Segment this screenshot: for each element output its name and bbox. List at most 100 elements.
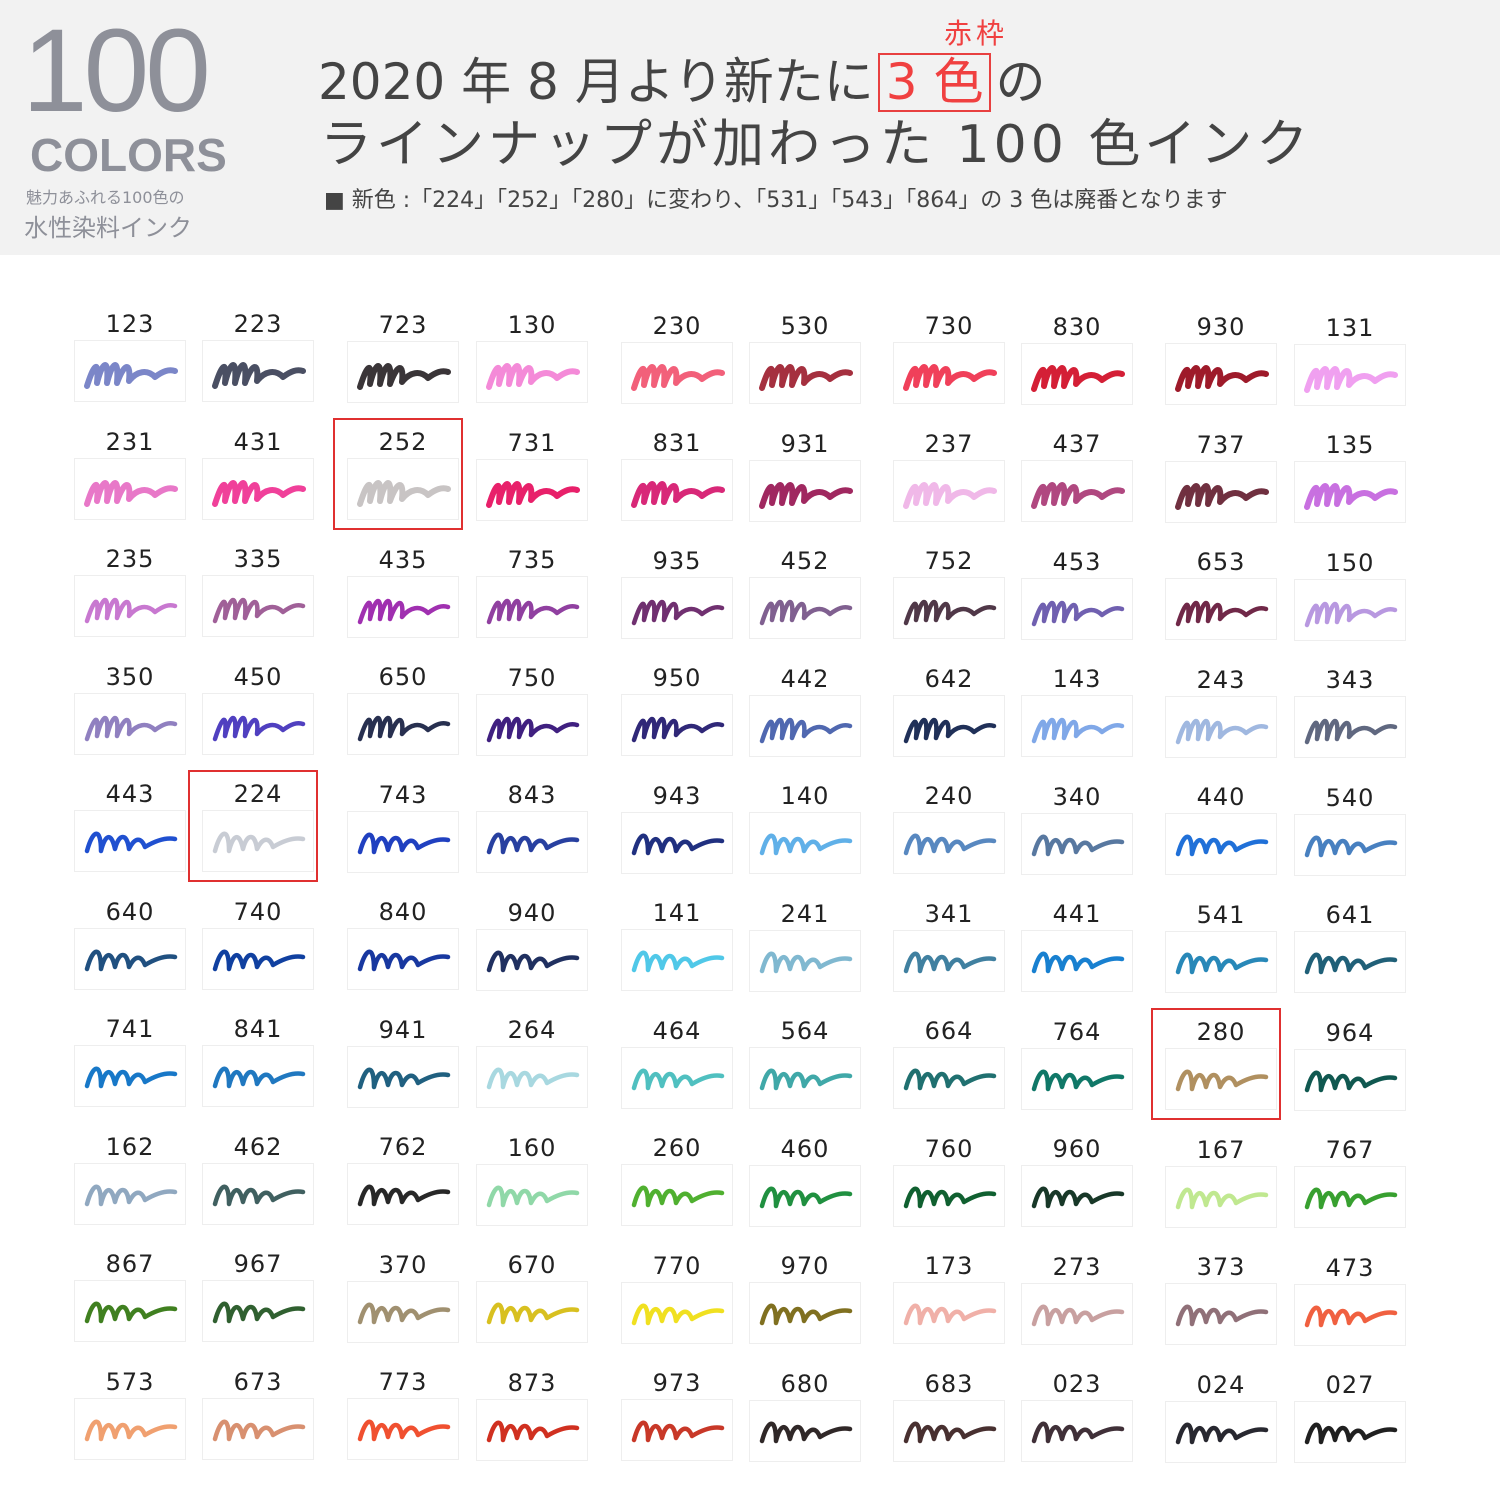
ink-sample (1021, 1165, 1133, 1228)
swatch-435: 435 (345, 546, 461, 646)
ink-sample (621, 929, 733, 992)
ink-stroke (1175, 834, 1269, 857)
swatch-162: 162 (72, 1133, 188, 1233)
swatch-931: 931 (747, 430, 863, 530)
big-number: 100 (22, 5, 211, 137)
ink-sample (893, 694, 1005, 757)
ink-stroke (486, 1302, 580, 1325)
highlight-note: 赤枠 (944, 17, 1009, 50)
swatch-737: 737 (1163, 431, 1279, 531)
swatch-code: 460 (780, 1134, 830, 1163)
headline-pre: 2020 年 8 月より新たに (318, 53, 874, 111)
new-color-frame (188, 770, 318, 883)
swatch-code: 442 (780, 664, 830, 693)
ink-stroke (631, 950, 725, 973)
swatch-027: 027 (1292, 1371, 1408, 1471)
swatch-code: 235 (105, 545, 155, 573)
ink-sample (476, 811, 588, 874)
swatch-code: 843 (507, 781, 557, 810)
ink-sample (74, 1397, 186, 1460)
headline-line-1: 2020 年 8 月より新たに 3 色の (318, 52, 1045, 112)
swatch-code: 967 (233, 1250, 283, 1279)
ink-sample (1294, 343, 1406, 406)
ink-stroke (212, 1066, 306, 1089)
swatch-670: 670 (474, 1251, 590, 1351)
swatch-235: 235 (72, 545, 188, 645)
ink-stroke (357, 1067, 451, 1090)
swatch-code: 750 (507, 663, 557, 692)
ink-stroke (1031, 482, 1125, 510)
ink-stroke (759, 833, 853, 856)
swatch-code: 767 (1325, 1136, 1375, 1165)
ink-stroke (759, 1186, 853, 1208)
ink-sample (621, 1399, 733, 1462)
swatch-023: 023 (1019, 1370, 1135, 1470)
swatch-code: 141 (652, 899, 702, 928)
swatch-460: 460 (747, 1135, 863, 1235)
swatch-260: 260 (619, 1134, 735, 1234)
swatch-code: 743 (378, 780, 428, 809)
ink-sample (476, 1281, 588, 1344)
ink-sample (621, 1281, 733, 1344)
ink-sample (893, 1282, 1005, 1345)
headline-post: の (995, 53, 1046, 111)
ink-sample (476, 928, 588, 991)
swatch-964: 964 (1292, 1019, 1408, 1119)
ink-stroke (84, 831, 178, 854)
ink-stroke (84, 1066, 178, 1089)
ink-stroke (759, 1303, 853, 1326)
swatch-code: 143 (1052, 665, 1102, 694)
swatch-750: 750 (474, 664, 590, 764)
swatch-code: 683 (924, 1369, 974, 1398)
ink-stroke (212, 598, 306, 624)
ink-stroke (486, 1420, 580, 1442)
swatch-224: 224 (188, 770, 318, 883)
swatch-341: 341 (891, 900, 1007, 1000)
swatch-873: 873 (474, 1369, 590, 1469)
swatch-code: 167 (1196, 1135, 1246, 1164)
ink-sample (476, 1398, 588, 1461)
ink-stroke (1304, 718, 1398, 745)
swatch-867: 867 (72, 1250, 188, 1350)
ink-sample (749, 1282, 861, 1344)
ink-sample (749, 812, 861, 874)
swatch-code: 840 (378, 898, 428, 927)
ink-stroke (84, 949, 178, 971)
swatch-code: 530 (780, 312, 830, 340)
swatch-264: 264 (474, 1016, 590, 1116)
ink-sample (476, 341, 588, 404)
swatch-code: 773 (378, 1368, 428, 1397)
swatch-743: 743 (345, 781, 461, 881)
swatch-664: 664 (891, 1017, 1007, 1117)
swatch-130: 130 (474, 311, 590, 411)
swatch-653: 653 (1163, 548, 1279, 648)
ink-stroke (759, 1421, 853, 1443)
swatch-code: 770 (652, 1251, 702, 1280)
ink-stroke (357, 362, 451, 390)
ink-sample (749, 577, 861, 639)
ink-stroke (1031, 364, 1125, 392)
ink-stroke (1031, 1069, 1125, 1092)
ink-stroke (1175, 365, 1269, 393)
swatch-code: 670 (507, 1251, 557, 1280)
swatch-237: 237 (891, 430, 1007, 530)
ink-stroke (1175, 482, 1269, 510)
ink-stroke (903, 1421, 997, 1444)
ink-sample (1165, 930, 1277, 993)
swatch-464: 464 (619, 1017, 735, 1117)
ink-sample (74, 1280, 186, 1342)
swatch-code: 130 (507, 311, 557, 340)
swatch-150: 150 (1292, 549, 1408, 649)
swatch-243: 243 (1163, 666, 1279, 766)
ink-stroke (357, 716, 451, 742)
ink-sample (893, 929, 1005, 992)
ink-sample (476, 1046, 588, 1109)
ink-stroke (1304, 365, 1398, 393)
ink-sample (1021, 1400, 1133, 1463)
swatch-code: 931 (780, 429, 830, 458)
ink-stroke (357, 1302, 451, 1325)
ink-stroke (903, 1186, 997, 1209)
swatch-941: 941 (345, 1016, 461, 1116)
swatch-code: 437 (1052, 430, 1102, 459)
ink-sample (1021, 342, 1133, 405)
